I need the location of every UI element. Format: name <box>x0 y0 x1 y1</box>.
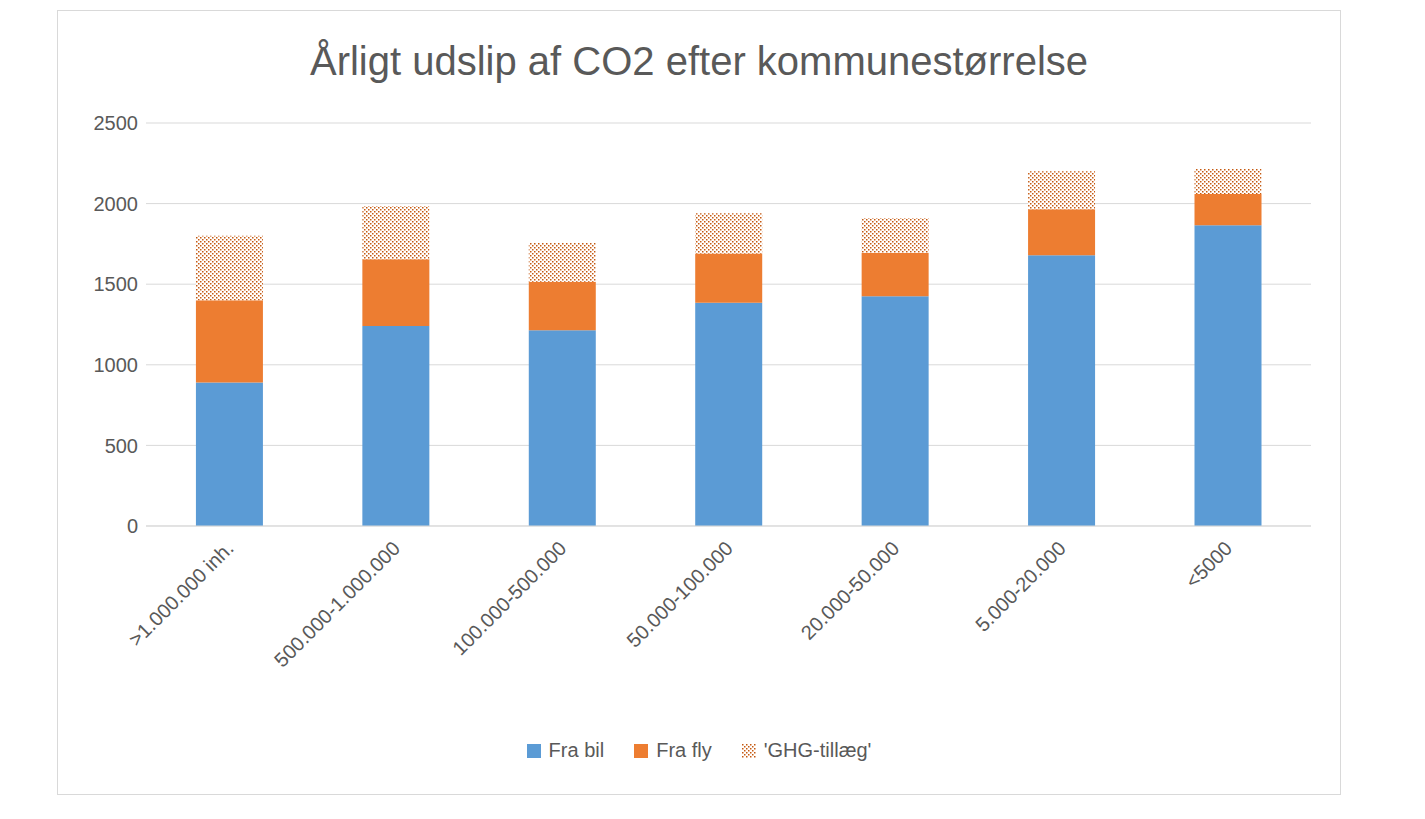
svg-text:500.000-1.000.000: 500.000-1.000.000 <box>270 537 404 671</box>
html-text:Årligt udslip af CO2 efter kom: Årligt udslip af CO2 efter kommunestørre… <box>310 39 1088 83</box>
svg-text:1500: 1500 <box>94 273 139 295</box>
svg-text:>1.000.000 inh.: >1.000.000 inh. <box>124 537 237 650</box>
svg-text:5.000-20.000: 5.000-20.000 <box>971 537 1070 636</box>
svg-text:2000: 2000 <box>94 193 139 215</box>
svg-text:100.000-500.000: 100.000-500.000 <box>448 537 571 660</box>
svg-text:20.000-50.000: 20.000-50.000 <box>797 537 904 644</box>
svg-text:50.000-100.000: 50.000-100.000 <box>622 537 737 652</box>
svg-text:0: 0 <box>127 515 138 537</box>
svg-text:<5000: <5000 <box>1181 537 1236 592</box>
html-text:Fra fly: Fra fly <box>656 739 712 761</box>
svg-text:2500: 2500 <box>94 112 139 134</box>
html-text:Fra bil: Fra bil <box>548 739 605 761</box>
svg-text:500: 500 <box>105 435 138 457</box>
svg-text:1000: 1000 <box>94 354 139 376</box>
html-text:'GHG-tillæg': 'GHG-tillæg' <box>763 739 872 761</box>
